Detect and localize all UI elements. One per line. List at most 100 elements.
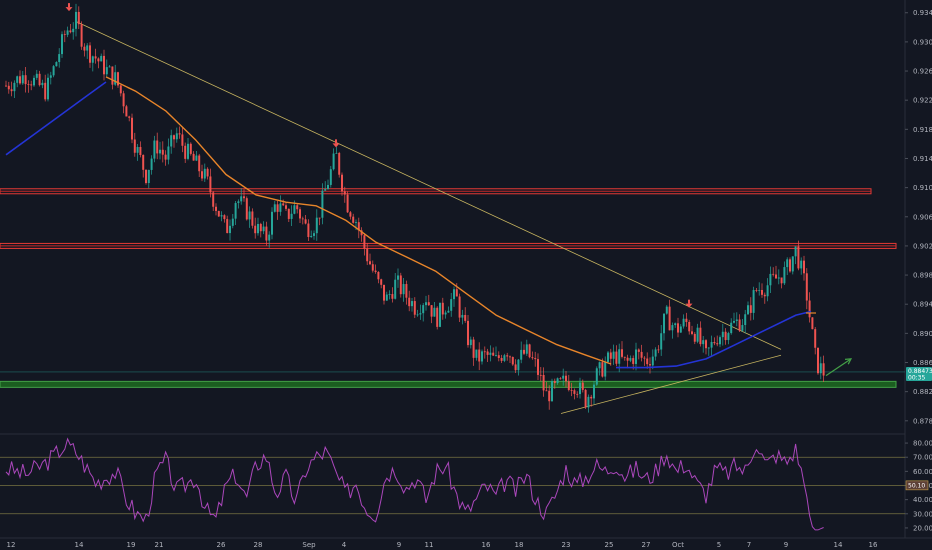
candle-body xyxy=(478,349,481,362)
candle-body xyxy=(192,153,195,161)
candle-body xyxy=(296,205,299,210)
time-tick-label: 5 xyxy=(717,541,721,549)
candle-body xyxy=(427,302,430,306)
candle-body xyxy=(665,306,668,314)
candle-body xyxy=(198,155,201,172)
time-axis[interactable]: 12 14 19 21 26 28 Sep 4 9 11 16 18 23 25 27 Oct 5 7 9 14 16 xyxy=(7,541,878,549)
candle-body xyxy=(719,337,721,345)
candle-body xyxy=(371,264,374,271)
candle-body xyxy=(735,319,738,321)
rsi-value-badge[interactable] xyxy=(905,480,929,491)
candle-body xyxy=(324,189,327,191)
candle-body xyxy=(161,149,164,155)
price-tick-label: 0.88600 xyxy=(913,359,932,367)
candle-body xyxy=(492,352,495,356)
sell-arrow-icon[interactable] xyxy=(332,143,340,148)
candle-body xyxy=(19,76,21,84)
candle-body xyxy=(220,215,223,217)
support-band[interactable] xyxy=(0,380,897,388)
current-price-label: 0.88473 xyxy=(908,368,932,375)
candle-body xyxy=(509,356,511,358)
candle-body xyxy=(257,223,259,234)
candle-body xyxy=(16,76,19,83)
candle-body xyxy=(27,84,30,85)
candle-body xyxy=(803,260,805,274)
candle-body xyxy=(332,153,335,170)
price-pane[interactable] xyxy=(0,3,905,414)
candle-body xyxy=(142,154,145,170)
candle-body xyxy=(10,89,13,92)
downtrend-line[interactable] xyxy=(75,21,782,350)
time-tick-label: 26 xyxy=(217,541,226,549)
candle-body xyxy=(805,273,808,301)
candle-body xyxy=(713,341,716,344)
candle-body xyxy=(744,314,747,326)
candle-body xyxy=(156,140,159,154)
candle-body xyxy=(548,390,551,402)
candle-body xyxy=(374,270,377,272)
candle-body xyxy=(593,384,595,399)
candle-body xyxy=(769,273,772,286)
sell-arrow-icon[interactable] xyxy=(685,303,693,308)
rsi-line[interactable] xyxy=(5,437,824,531)
candle-body xyxy=(450,299,453,311)
candle-body xyxy=(329,169,332,185)
candle-body xyxy=(702,340,705,345)
candle-body xyxy=(313,233,315,236)
candle-body xyxy=(425,302,427,306)
candle-body xyxy=(318,217,321,219)
candle-body xyxy=(621,349,623,357)
current-price-tag[interactable] xyxy=(906,366,932,381)
candle-body xyxy=(761,289,763,295)
rsi-tick-label: 40.00 xyxy=(913,496,932,504)
candle-body xyxy=(7,85,10,90)
candle-body xyxy=(349,212,352,217)
uptrend-line[interactable] xyxy=(560,354,782,414)
price-axis[interactable]: 0.93400 0.93000 0.92600 0.92200 0.91800 0.914… xyxy=(905,9,932,425)
candle-body xyxy=(299,209,301,219)
candle-body xyxy=(800,260,803,269)
candle-body xyxy=(385,294,388,301)
moving-average-blue[interactable] xyxy=(5,81,107,156)
candle-body xyxy=(377,271,380,280)
sell-arrow-icon[interactable] xyxy=(65,7,73,12)
candle-body xyxy=(55,62,58,67)
candle-body xyxy=(290,213,293,219)
candle-body xyxy=(481,351,483,362)
moving-average-blue-recent[interactable] xyxy=(616,310,812,369)
candle-body xyxy=(679,326,682,333)
candle-body xyxy=(520,349,523,360)
candle-body xyxy=(646,358,649,365)
candle-body xyxy=(579,382,581,395)
candle-body xyxy=(514,364,517,371)
rsi-tick-label: 60.00 xyxy=(913,468,932,476)
candle-body xyxy=(170,135,173,147)
candle-body xyxy=(133,139,136,153)
rsi-pane[interactable] xyxy=(0,437,905,531)
price-tick-label: 0.93400 xyxy=(913,9,932,17)
candle-body xyxy=(338,152,341,175)
candle-body xyxy=(523,349,525,354)
candle-body xyxy=(749,305,752,313)
candle-body xyxy=(447,310,450,313)
candle-body xyxy=(436,307,439,327)
moving-average-orange[interactable] xyxy=(105,76,612,365)
time-tick-label: 23 xyxy=(562,541,571,549)
candle-body xyxy=(44,82,47,100)
candle-body xyxy=(13,82,16,92)
candle-body xyxy=(240,196,243,202)
candle-body xyxy=(145,169,147,184)
candle-body xyxy=(346,194,349,213)
candle-body xyxy=(301,218,304,220)
candle-body xyxy=(497,355,500,359)
time-tick-label: 9 xyxy=(784,541,788,549)
candle-body xyxy=(688,321,691,332)
buy-arrow-icon[interactable] xyxy=(844,358,853,365)
candle-body xyxy=(139,146,142,155)
candle-body xyxy=(335,152,338,154)
time-tick-label: 11 xyxy=(425,541,434,549)
candle-body xyxy=(147,169,150,184)
candle-body xyxy=(215,206,217,211)
